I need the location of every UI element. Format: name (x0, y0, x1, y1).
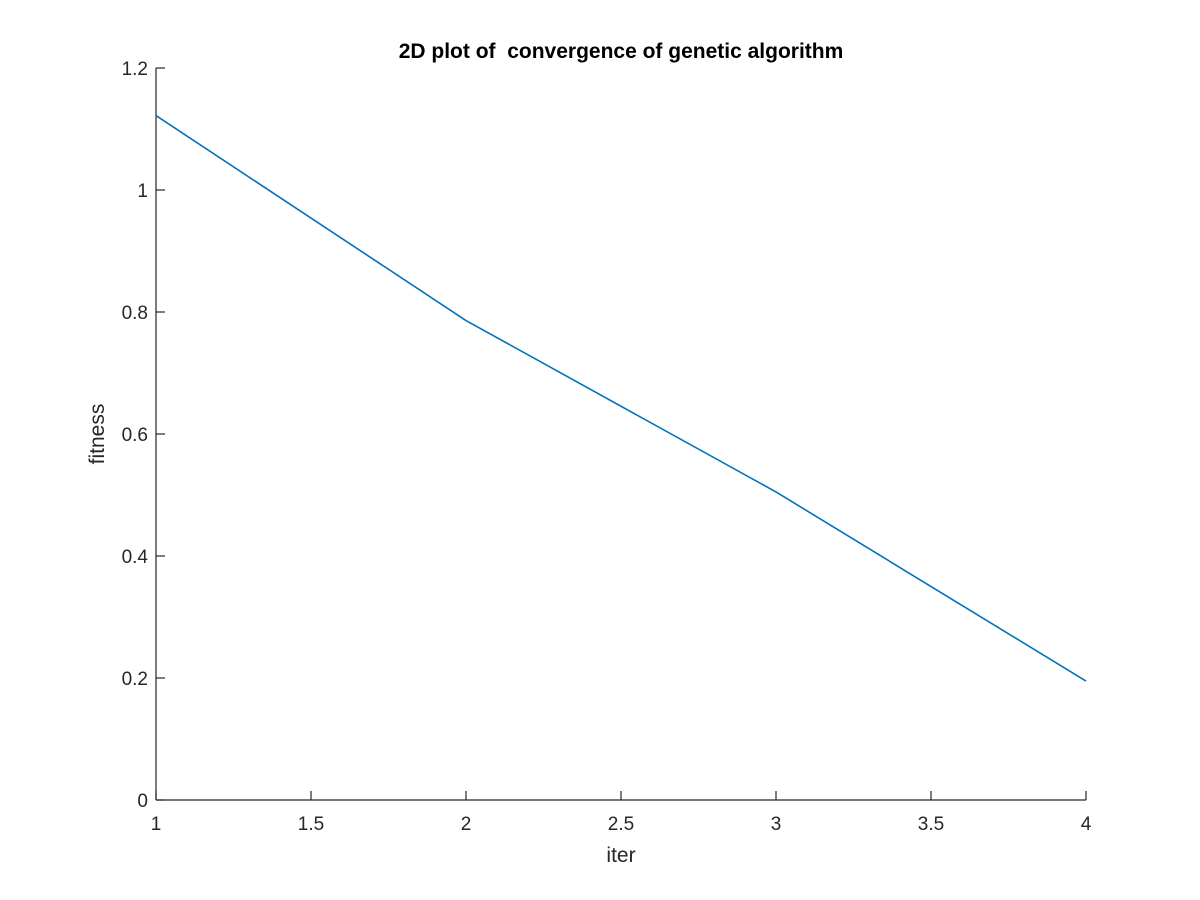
y-tick-label: 0.6 (122, 425, 148, 446)
plot-area: 1 1.5 2 2.5 3 3.5 4 0 0.2 0.4 0.6 0.8 1 1.2 (122, 59, 1092, 835)
x-ticks: 1 1.5 2 2.5 3 3.5 4 (151, 791, 1092, 835)
chart-title: 2D plot of convergence of genetic algori… (399, 40, 844, 63)
x-tick-label: 2.5 (608, 814, 634, 835)
y-tick-label: 1 (137, 181, 148, 202)
x-tick-label: 1 (151, 814, 162, 835)
y-ticks: 0 0.2 0.4 0.6 0.8 1 1.2 (122, 59, 165, 812)
y-axis-label: fitness (86, 404, 109, 465)
x-axis-label: iter (606, 844, 635, 867)
series-line-1 (155, 114, 1087, 682)
x-tick-label: 1.5 (298, 814, 324, 835)
y-tick-label: 1.2 (122, 59, 148, 80)
y-tick-label: 0.4 (122, 547, 149, 568)
series-group (155, 114, 1087, 682)
x-tick-label: 3 (771, 814, 782, 835)
y-tick-label: 0 (137, 791, 148, 812)
x-tick-label: 4 (1081, 814, 1092, 835)
x-tick-label: 3.5 (918, 814, 944, 835)
y-tick-label: 0.8 (122, 303, 148, 324)
y-tick-label: 0.2 (122, 669, 148, 690)
x-tick-label: 2 (461, 814, 472, 835)
